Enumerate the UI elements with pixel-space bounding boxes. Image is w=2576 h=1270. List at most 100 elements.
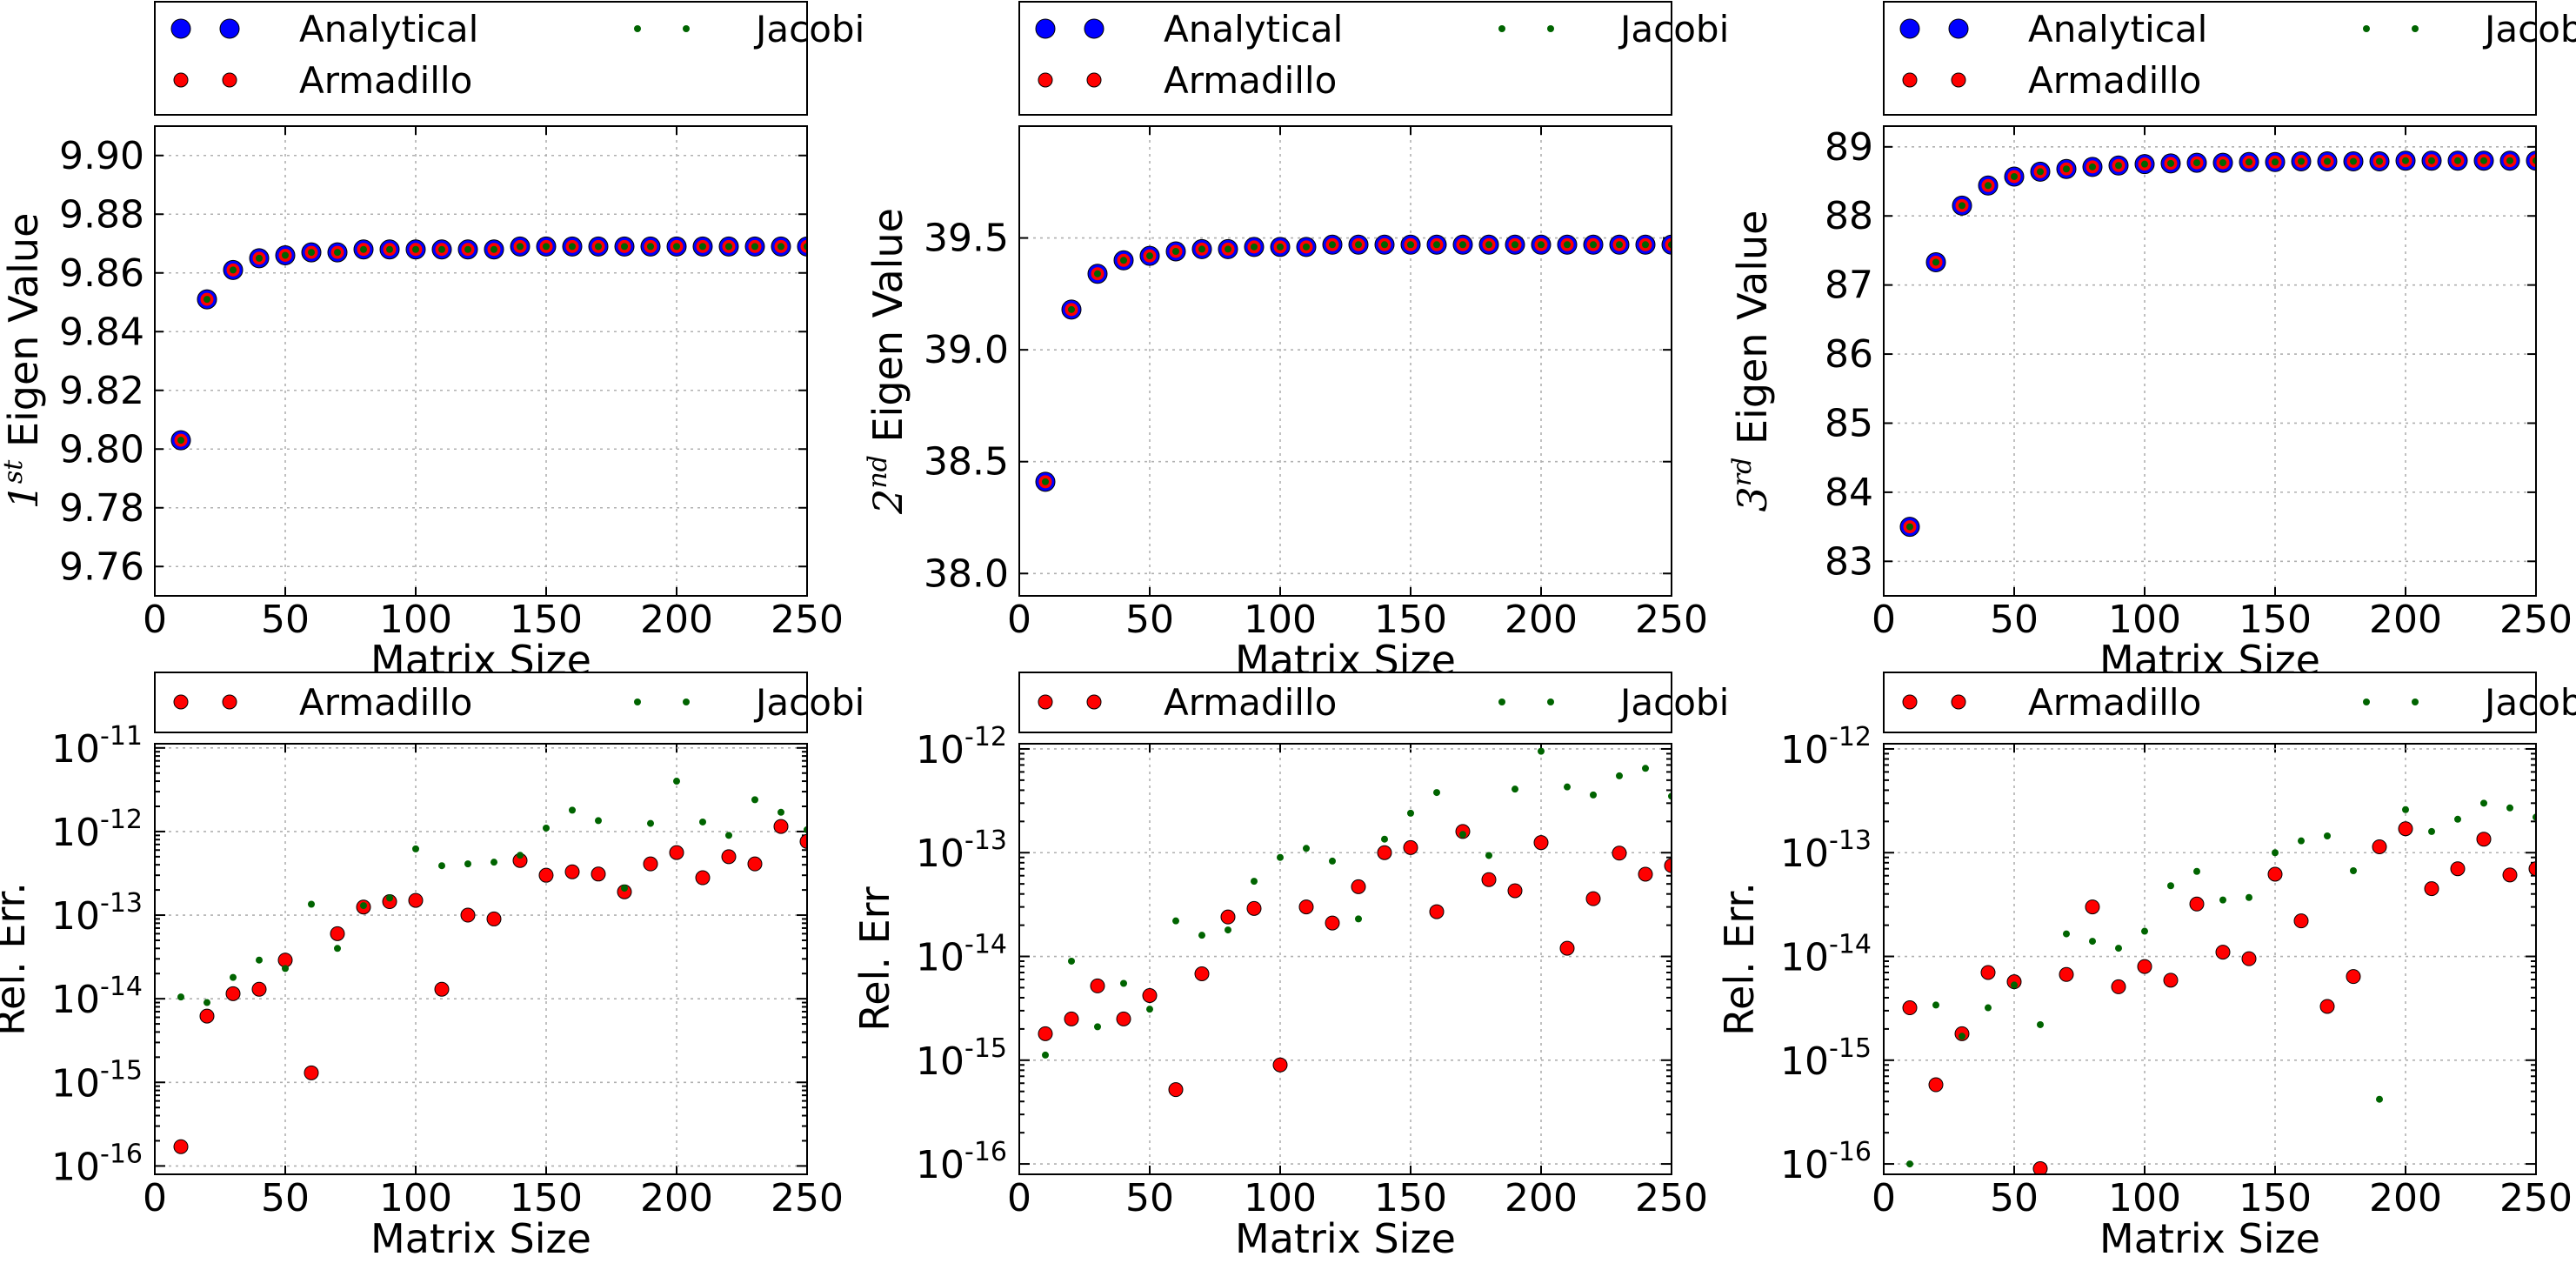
x-tick-label: 150 — [2239, 1176, 2312, 1220]
jacobi-point — [725, 832, 732, 839]
jacobi-point — [2298, 837, 2305, 845]
armadillo-point — [2346, 969, 2361, 985]
armadillo-point — [1980, 965, 1996, 980]
subplot-4: 0 50 100 150 200 250 10-16 10-15 10-14 10-13 10-12… — [0, 672, 864, 1262]
jacobi-point — [1985, 1004, 1992, 1012]
armadillo-point — [1559, 940, 1575, 956]
jacobi-point — [1068, 305, 1075, 313]
legend-label: Jacobi — [1618, 681, 1729, 724]
armadillo-point — [486, 911, 502, 926]
jacobi-point — [491, 245, 497, 253]
jacobi-point — [647, 243, 654, 251]
jacobi-point — [543, 243, 550, 251]
jacobi-point — [1959, 202, 1965, 210]
legend-marker — [2412, 698, 2419, 705]
armadillo-point — [695, 870, 711, 886]
legend: Analytical Armadillo Jacobi — [1018, 1, 1729, 116]
data-points — [1902, 799, 2536, 1174]
armadillo-point — [1220, 909, 1236, 925]
jacobi-point — [256, 956, 263, 964]
jacobi-point — [595, 243, 602, 251]
jacobi-point — [751, 243, 758, 251]
y-tick-label: 84 — [1825, 471, 1873, 515]
legend-label: Armadillo — [1164, 59, 1337, 102]
data-points — [1035, 234, 1672, 492]
jacobi-point — [2141, 927, 2148, 935]
plot-frame — [1883, 743, 2537, 1175]
legend-marker — [634, 698, 641, 705]
armadillo-point — [2111, 979, 2126, 994]
jacobi-point — [1407, 809, 1414, 817]
jacobi-point — [621, 885, 628, 892]
jacobi-point — [1329, 857, 1336, 865]
jacobi-point — [464, 860, 471, 868]
jacobi-point — [1277, 853, 1284, 861]
y-tick-label: 88 — [1825, 194, 1873, 238]
armadillo-point — [773, 819, 789, 834]
jacobi-point — [517, 852, 524, 859]
jacobi-point — [256, 254, 263, 262]
jacobi-point — [595, 817, 602, 825]
armadillo-point — [1429, 904, 1445, 919]
jacobi-point — [2454, 157, 2461, 164]
legend-label: Jacobi — [2482, 681, 2576, 724]
jacobi-point — [569, 243, 576, 251]
armadillo-point — [225, 986, 241, 1001]
jacobi-point — [1355, 241, 1362, 249]
y-axis-label: Rel. Err. — [1716, 882, 1763, 1036]
armadillo-point — [277, 952, 293, 968]
x-tick-label: 250 — [771, 598, 844, 642]
legend-label: Armadillo — [1164, 681, 1337, 724]
jacobi-point — [2506, 804, 2513, 812]
jacobi-point — [621, 243, 628, 251]
legend-label: Jacobi — [753, 8, 864, 50]
jacobi-point — [2063, 165, 2070, 173]
legend-label: Analytical — [2028, 8, 2207, 50]
x-tick-label: 0 — [1007, 598, 1031, 642]
jacobi-point — [2115, 162, 2122, 170]
armadillo-point — [1298, 899, 1314, 915]
legend-marker — [1035, 18, 1056, 39]
x-tick-label: 50 — [261, 1176, 310, 1220]
jacobi-point — [2324, 157, 2331, 165]
armadillo-point — [2293, 913, 2309, 929]
jacobi-point — [1590, 791, 1597, 799]
x-axis-label: Matrix Size — [2099, 1215, 2320, 1262]
legend-marker — [634, 25, 641, 32]
jacobi-point — [1303, 845, 1310, 852]
jacobi-point — [386, 245, 393, 253]
jacobi-point — [1616, 241, 1623, 249]
y-tick-label: 39.5 — [924, 217, 1009, 261]
legend-label: Armadillo — [299, 59, 472, 102]
jacobi-point — [2402, 805, 2409, 813]
plot-frame — [154, 743, 808, 1175]
x-tick-label: 100 — [379, 1176, 452, 1220]
x-tick-label: 100 — [1244, 598, 1317, 642]
armadillo-point — [747, 856, 763, 872]
armadillo-point — [669, 845, 684, 860]
y-tick-label: 89 — [1825, 125, 1873, 170]
y-tick-label: 10-12 — [916, 722, 1007, 772]
y-tick-label: 9.78 — [59, 486, 144, 531]
y-tick-label: 10-12 — [51, 805, 143, 855]
jacobi-point — [2480, 799, 2487, 807]
jacobi-point — [2402, 157, 2409, 164]
legend-marker — [2412, 25, 2419, 32]
x-tick-label: 250 — [1635, 1176, 1708, 1220]
y-tick-label: 83 — [1825, 539, 1873, 584]
jacobi-point — [1932, 1001, 1939, 1009]
x-axis-label: Matrix Size — [1235, 1215, 1456, 1262]
armadillo-point — [1325, 915, 1340, 931]
x-tick-label: 150 — [510, 598, 583, 642]
jacobi-point — [751, 796, 758, 804]
armadillo-point — [1638, 866, 1653, 882]
armadillo-point — [434, 981, 450, 997]
armadillo-point — [251, 981, 267, 997]
x-tick-label: 200 — [640, 1176, 713, 1220]
jacobi-point — [2480, 157, 2487, 164]
legend: Analytical Armadillo Jacobi — [154, 1, 864, 116]
armadillo-point — [2372, 839, 2387, 854]
jacobi-point — [1251, 878, 1258, 886]
armadillo-point — [1142, 987, 1158, 1003]
y-tick-label: 38.5 — [924, 440, 1009, 485]
